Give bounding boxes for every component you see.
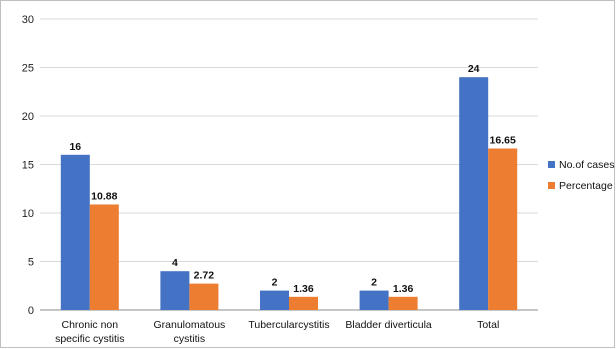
data-label: 2 <box>272 277 278 289</box>
bar-cases <box>260 290 289 310</box>
y-tick-label: 25 <box>22 63 34 75</box>
x-tick-label-line: specific cystitis <box>55 333 124 345</box>
x-tick-label-line: Tubercularcystitis <box>248 319 329 331</box>
x-tick-label: Total <box>477 319 499 331</box>
x-tick-label-line: Total <box>477 319 499 331</box>
y-tick-label: 0 <box>28 305 34 317</box>
data-label: 2 <box>371 277 377 289</box>
legend-swatch <box>548 161 555 168</box>
bar-percentage <box>388 296 418 310</box>
data-label: 16.65 <box>490 134 516 146</box>
bar-cases <box>160 271 190 310</box>
data-label: 2.72 <box>194 270 215 282</box>
bar-cases <box>359 290 389 310</box>
data-label: 4 <box>172 257 178 269</box>
data-label: 16 <box>69 141 81 153</box>
legend-swatch <box>548 182 555 189</box>
x-tick-label: Chronic non specific cystitis <box>55 319 124 345</box>
x-tick-label-line: Bladder diverticula <box>345 319 432 331</box>
x-tick-label-line: cystitis <box>174 333 206 345</box>
bar-cases <box>60 154 90 310</box>
data-label: 1.36 <box>393 283 414 295</box>
legend-label: No.of cases <box>559 159 614 171</box>
data-label: 24 <box>468 63 480 75</box>
y-tick-label: 5 <box>28 257 34 269</box>
x-tick-label-line: Granulomatous <box>154 319 226 331</box>
y-tick-label: 10 <box>22 208 34 220</box>
bar-cases <box>459 77 489 310</box>
y-tick-label: 30 <box>22 14 34 26</box>
x-tick-label: Bladder diverticula <box>345 319 432 331</box>
bar-percentage <box>189 283 219 310</box>
data-label: 1.36 <box>293 283 314 295</box>
x-tick-label-line: Chronic non <box>61 319 118 331</box>
legend-label: Percentage <box>559 180 613 192</box>
bar-percentage <box>289 296 318 310</box>
y-tick-label: 15 <box>22 160 34 172</box>
y-tick-label: 20 <box>22 111 34 123</box>
x-tick-label: Granulomatous cystitis <box>154 319 226 345</box>
data-label: 10.88 <box>91 190 117 202</box>
x-tick-label: Tubercularcystitis <box>248 319 329 331</box>
bar-percentage <box>488 148 518 310</box>
bar-percentage <box>89 204 119 310</box>
